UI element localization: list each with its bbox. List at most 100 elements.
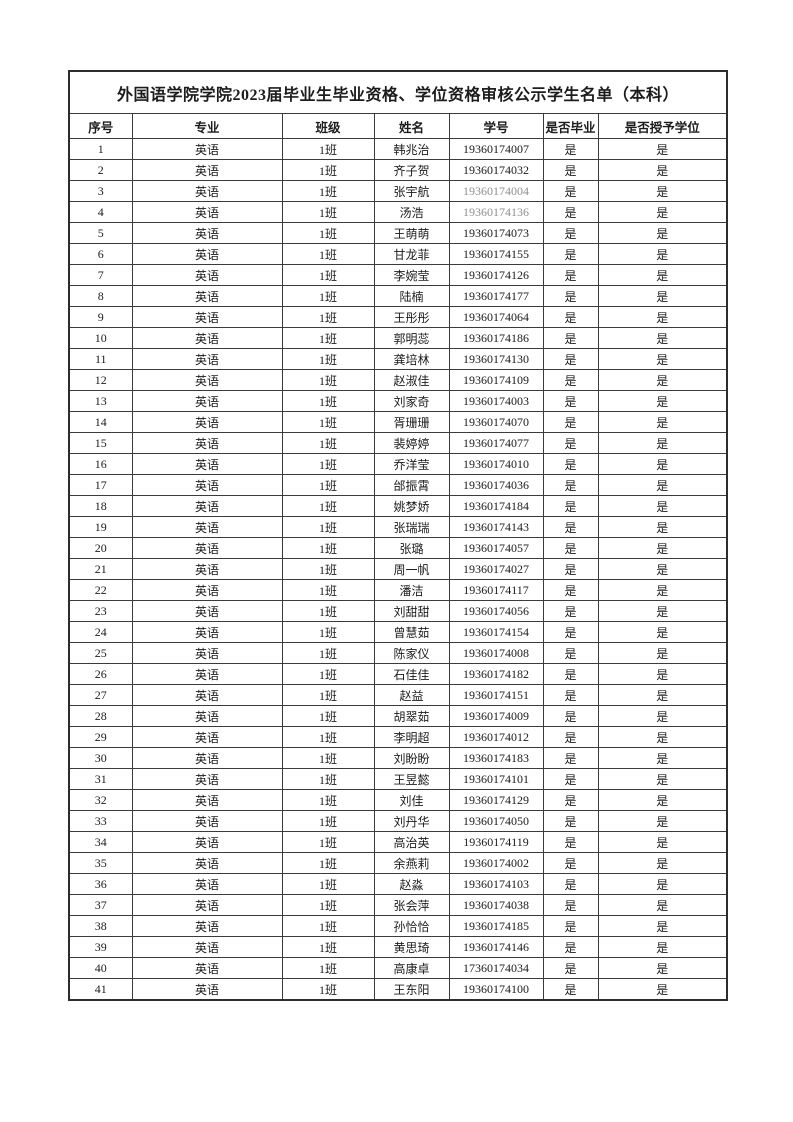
graduated-cell: 是 — [542, 180, 599, 202]
class-cell: 1班 — [281, 957, 375, 979]
row-number-cell: 9 — [68, 306, 133, 328]
student-id-cell: 19360174032 — [448, 159, 544, 181]
class-cell: 1班 — [281, 411, 375, 433]
header-graduated: 是否毕业 — [542, 113, 599, 139]
major-cell: 英语 — [131, 768, 283, 790]
graduated-cell: 是 — [542, 873, 599, 895]
table-row: 9 英语 1班 王彤彤 19360174064 是是 — [68, 306, 728, 328]
student-id-cell: 19360174119 — [448, 831, 544, 853]
graduation-roster-table: 外国语学院学院2023届毕业生毕业资格、学位资格审核公示学生名单（本科） 序号 … — [68, 70, 729, 1001]
major-cell: 英语 — [131, 936, 283, 958]
table-row: 33 英语 1班 刘丹华 19360174050 是是 — [68, 810, 728, 832]
name-cell: 余燕莉 — [373, 852, 450, 874]
degree-awarded-cell: 是 — [597, 621, 728, 643]
graduated-cell: 是 — [542, 726, 599, 748]
major-cell: 英语 — [131, 453, 283, 475]
major-cell: 英语 — [131, 306, 283, 328]
table-row: 22 英语 1班 潘洁 19360174117 是是 — [68, 579, 728, 601]
class-cell: 1班 — [281, 264, 375, 286]
class-cell: 1班 — [281, 978, 375, 1001]
name-cell: 周一帆 — [373, 558, 450, 580]
student-id-cell: 19360174143 — [448, 516, 544, 538]
student-id-cell: 19360174101 — [448, 768, 544, 790]
class-cell: 1班 — [281, 243, 375, 265]
table-row: 15 英语 1班 裴婷婷 19360174077 是是 — [68, 432, 728, 454]
name-cell: 赵淑佳 — [373, 369, 450, 391]
student-id-cell: 19360174130 — [448, 348, 544, 370]
table-row: 13 英语 1班 刘家奇 19360174003 是是 — [68, 390, 728, 412]
class-cell: 1班 — [281, 348, 375, 370]
class-cell: 1班 — [281, 936, 375, 958]
degree-awarded-cell: 是 — [597, 810, 728, 832]
student-id-cell: 19360174056 — [448, 600, 544, 622]
row-number-cell: 34 — [68, 831, 133, 853]
row-number-cell: 13 — [68, 390, 133, 412]
class-cell: 1班 — [281, 747, 375, 769]
degree-awarded-cell: 是 — [597, 852, 728, 874]
student-id-cell: 17360174034 — [448, 957, 544, 979]
major-cell: 英语 — [131, 600, 283, 622]
name-cell: 王昱懿 — [373, 768, 450, 790]
row-number-cell: 37 — [68, 894, 133, 916]
class-cell: 1班 — [281, 138, 375, 160]
row-number-cell: 26 — [68, 663, 133, 685]
degree-awarded-cell: 是 — [597, 873, 728, 895]
degree-awarded-cell: 是 — [597, 894, 728, 916]
degree-awarded-cell: 是 — [597, 558, 728, 580]
name-cell: 刘佳 — [373, 789, 450, 811]
graduated-cell: 是 — [542, 201, 599, 223]
student-id-cell: 19360174009 — [448, 705, 544, 727]
graduated-cell: 是 — [542, 600, 599, 622]
name-cell: 刘丹华 — [373, 810, 450, 832]
table-row: 40 英语 1班 高康卓 17360174034 是是 — [68, 957, 728, 979]
student-id-cell: 19360174002 — [448, 852, 544, 874]
row-number-cell: 29 — [68, 726, 133, 748]
row-number-cell: 14 — [68, 411, 133, 433]
name-cell: 胥珊珊 — [373, 411, 450, 433]
name-cell: 姚梦娇 — [373, 495, 450, 517]
degree-awarded-cell: 是 — [597, 138, 728, 160]
table-row: 21 英语 1班 周一帆 19360174027 是是 — [68, 558, 728, 580]
graduated-cell: 是 — [542, 663, 599, 685]
degree-awarded-cell: 是 — [597, 453, 728, 475]
graduated-cell: 是 — [542, 789, 599, 811]
major-cell: 英语 — [131, 894, 283, 916]
row-number-cell: 2 — [68, 159, 133, 181]
graduated-cell: 是 — [542, 474, 599, 496]
table-row: 37 英语 1班 张会萍 19360174038 是是 — [68, 894, 728, 916]
graduated-cell: 是 — [542, 432, 599, 454]
table-row: 23 英语 1班 刘甜甜 19360174056 是是 — [68, 600, 728, 622]
table-row: 41 英语 1班 王东阳 19360174100 是是 — [68, 978, 728, 1001]
class-cell: 1班 — [281, 768, 375, 790]
student-id-cell: 19360174184 — [448, 495, 544, 517]
student-id-cell: 19360174177 — [448, 285, 544, 307]
table-row: 11 英语 1班 龚培林 19360174130 是是 — [68, 348, 728, 370]
student-id-cell: 19360174057 — [448, 537, 544, 559]
table-row: 4 英语 1班 汤浩 19360174136 是是 — [68, 201, 728, 223]
class-cell: 1班 — [281, 810, 375, 832]
major-cell: 英语 — [131, 831, 283, 853]
student-id-cell: 19360174073 — [448, 222, 544, 244]
name-cell: 王萌萌 — [373, 222, 450, 244]
degree-awarded-cell: 是 — [597, 705, 728, 727]
class-cell: 1班 — [281, 432, 375, 454]
student-id-cell: 19360174008 — [448, 642, 544, 664]
class-cell: 1班 — [281, 600, 375, 622]
row-number-cell: 30 — [68, 747, 133, 769]
class-cell: 1班 — [281, 873, 375, 895]
name-cell: 曾慧茹 — [373, 621, 450, 643]
student-id-cell: 19360174064 — [448, 306, 544, 328]
major-cell: 英语 — [131, 978, 283, 1001]
table-row: 24 英语 1班 曾慧茹 19360174154 是是 — [68, 621, 728, 643]
row-number-cell: 27 — [68, 684, 133, 706]
major-cell: 英语 — [131, 663, 283, 685]
class-cell: 1班 — [281, 642, 375, 664]
table-header-row: 序号 专业 班级 姓名 学号 是否毕业 是否授予学位 — [68, 113, 728, 139]
name-cell: 胡翠茹 — [373, 705, 450, 727]
row-number-cell: 3 — [68, 180, 133, 202]
graduated-cell: 是 — [542, 327, 599, 349]
name-cell: 王东阳 — [373, 978, 450, 1001]
degree-awarded-cell: 是 — [597, 369, 728, 391]
degree-awarded-cell: 是 — [597, 915, 728, 937]
class-cell: 1班 — [281, 495, 375, 517]
